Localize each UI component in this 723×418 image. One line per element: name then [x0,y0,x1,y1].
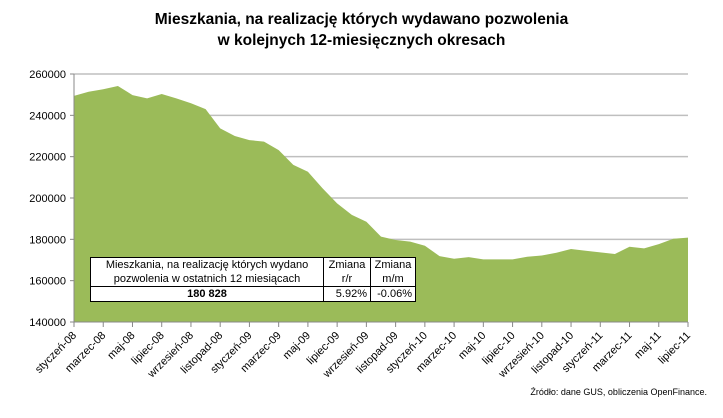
source-note: Źródło: dane GUS, obliczenia OpenFinance… [530,387,707,397]
y-tick-label: 240000 [29,110,66,122]
summary-header: Mieszkania, na realizację których wydano… [90,257,324,287]
y-tick-label: 140000 [29,317,66,329]
y-tick-label: 260000 [29,69,66,81]
summary-value: 180 828 [90,286,324,302]
summary-header-yy: Zmiana r/r [323,257,371,287]
chart-title: Mieszkania, na realizację których wydawa… [0,9,723,51]
summary-header-mm: Zmiana m/m [370,257,416,287]
chart-title-line-1: Mieszkania, na realizację których wydawa… [154,11,569,28]
summary-table: Mieszkania, na realizację których wydano… [90,257,416,302]
y-tick-label: 180000 [29,234,66,246]
summary-yy-value: 5.92% [323,286,371,302]
chart-title-line-2: w kolejnych 12-miesięcznych okresach [217,32,506,49]
summary-mm-value: -0.06% [370,286,416,302]
x-tick-label: lipiec-11 [656,330,693,367]
y-tick-label: 200000 [29,193,66,205]
y-tick-label: 220000 [29,152,66,164]
y-tick-label: 160000 [29,276,66,288]
